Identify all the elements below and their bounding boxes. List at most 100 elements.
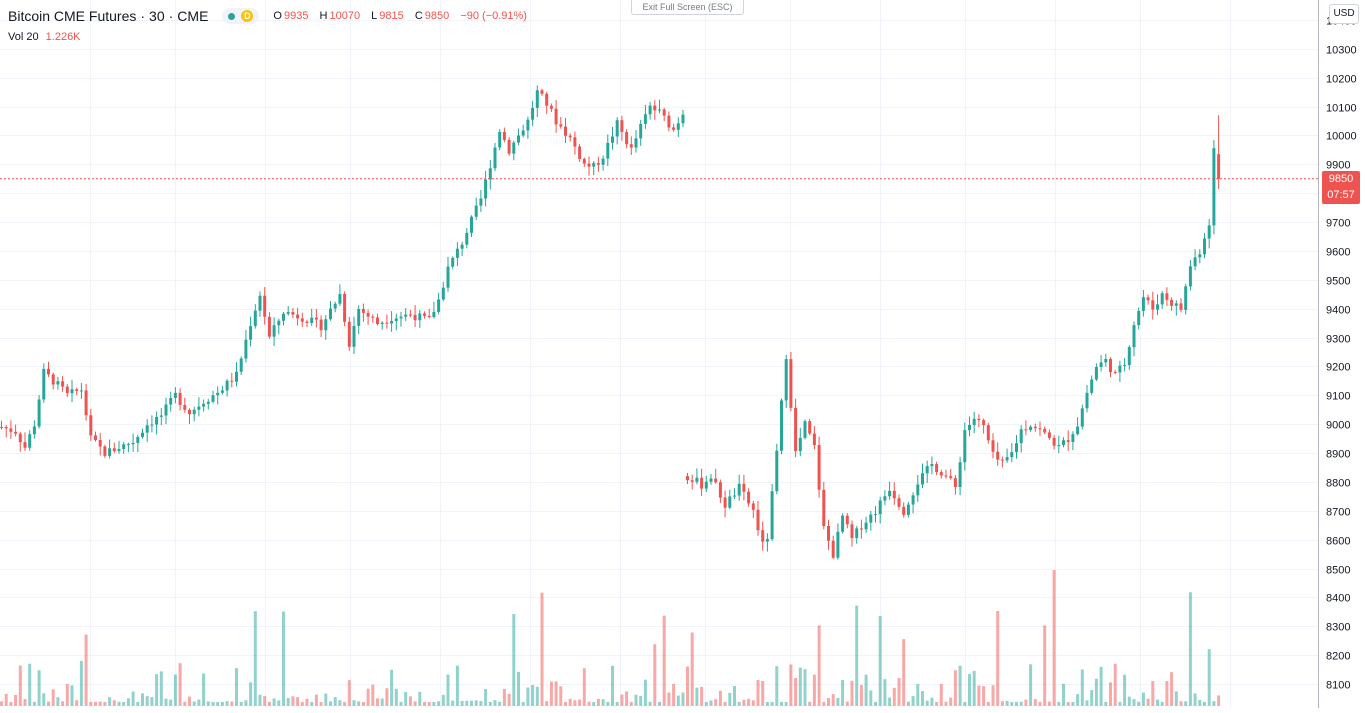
- price-tick-label: 9300: [1326, 334, 1350, 346]
- candle-body: [709, 478, 713, 482]
- candle-body: [470, 216, 473, 233]
- candle-body: [568, 135, 572, 138]
- candle-body: [1203, 238, 1206, 255]
- candle-body: [56, 381, 60, 385]
- candle-body: [756, 509, 760, 531]
- market-status-pill[interactable]: D: [222, 8, 260, 24]
- candle-body: [643, 114, 647, 124]
- candle-body: [859, 528, 863, 530]
- candle-body: [672, 127, 676, 130]
- candle-body: [878, 500, 882, 515]
- candle-body: [1151, 300, 1155, 310]
- volume-bar: [1062, 683, 1065, 706]
- volume-bar: [249, 682, 253, 706]
- volume-bar: [869, 690, 873, 706]
- candle-body: [770, 491, 774, 540]
- volume-bar: [300, 702, 304, 706]
- candle-body: [765, 539, 769, 542]
- candle-body: [798, 437, 802, 452]
- candle-body: [704, 481, 708, 489]
- volume-bar: [709, 700, 713, 706]
- candle-body: [437, 299, 441, 312]
- symbol-name: Bitcoin CME Futures: [8, 8, 137, 24]
- candle-body: [634, 138, 638, 148]
- volume-bar: [991, 685, 995, 706]
- volume-bar: [578, 699, 582, 706]
- candle-body: [159, 415, 163, 417]
- candle-body: [498, 131, 502, 148]
- volume-bar: [1057, 701, 1061, 706]
- candle-body: [37, 399, 41, 427]
- candle-body: [1099, 362, 1103, 367]
- candle-body: [216, 392, 220, 396]
- volume-bar: [733, 686, 736, 706]
- volume-bar: [1066, 702, 1070, 706]
- volume-bar: [526, 687, 530, 706]
- volume-bar: [258, 694, 262, 706]
- candle-body: [206, 401, 210, 404]
- price-axis[interactable]: 8100 8200 8300 8400 8500 8600 8700 8800 8900 9000…: [1318, 0, 1365, 708]
- low-value: 9815: [379, 10, 404, 22]
- volume-bar: [742, 699, 746, 706]
- volume-bar: [1217, 695, 1221, 706]
- volume-bar: [629, 701, 633, 706]
- volume-bar: [1212, 701, 1216, 706]
- volume-bar: [765, 701, 769, 706]
- candle-body: [1188, 266, 1192, 287]
- volume-bar: [648, 701, 652, 706]
- candle-body: [587, 163, 591, 167]
- volume-bar: [789, 664, 793, 706]
- volume-bar: [686, 666, 689, 706]
- volume-bar: [653, 644, 657, 706]
- volume-bar: [192, 701, 196, 706]
- volume-bar: [291, 696, 295, 706]
- candle-body: [286, 312, 290, 314]
- candle-body: [28, 434, 32, 448]
- candle-body: [855, 528, 859, 539]
- candle-body: [1047, 432, 1051, 439]
- candle-body: [423, 313, 426, 316]
- candle-body: [653, 105, 657, 111]
- volume-bar: [911, 696, 915, 706]
- exit-fullscreen-button[interactable]: Exit Full Screen (ESC): [631, 0, 744, 15]
- volume-bar: [1099, 666, 1103, 706]
- candlesticks: [0, 85, 1221, 560]
- volume-bar: [676, 695, 680, 706]
- candle-body: [512, 142, 516, 154]
- volume-bar: [1132, 699, 1136, 706]
- candle-body: [432, 311, 436, 318]
- volume-bar: [202, 673, 206, 706]
- volume-bar: [484, 689, 488, 706]
- volume-bar: [42, 693, 46, 706]
- candle-body: [178, 392, 182, 405]
- candle-body: [780, 400, 783, 451]
- candle-body: [1123, 365, 1127, 367]
- candle-body: [615, 120, 619, 137]
- candle-body: [1085, 392, 1089, 409]
- candle-body: [991, 440, 995, 452]
- volume-bar: [521, 701, 525, 706]
- volume-bar: [714, 699, 718, 706]
- last-price-value: 9850: [1328, 173, 1354, 185]
- volume-bar: [564, 702, 567, 706]
- currency-button[interactable]: USD: [1329, 4, 1359, 24]
- volume-bar: [267, 701, 271, 706]
- volume-bar: [197, 699, 201, 706]
- candle-body: [94, 435, 97, 440]
- volume-bar: [286, 698, 290, 706]
- volume-bar: [408, 696, 412, 706]
- volume-bar: [14, 694, 18, 706]
- candle-body: [361, 308, 365, 313]
- volume-bar: [225, 701, 229, 706]
- price-tick-label: 10300: [1326, 45, 1357, 57]
- candle-body: [230, 380, 234, 382]
- volume-bar: [1184, 701, 1188, 706]
- volume-bar: [864, 674, 868, 706]
- price-tick-label: 10000: [1326, 131, 1357, 143]
- volume-bar: [98, 701, 102, 706]
- price-tick-label: 8900: [1326, 449, 1350, 461]
- volume-bar: [37, 670, 41, 706]
- volume-bar: [658, 701, 661, 706]
- candle-body: [1010, 452, 1014, 458]
